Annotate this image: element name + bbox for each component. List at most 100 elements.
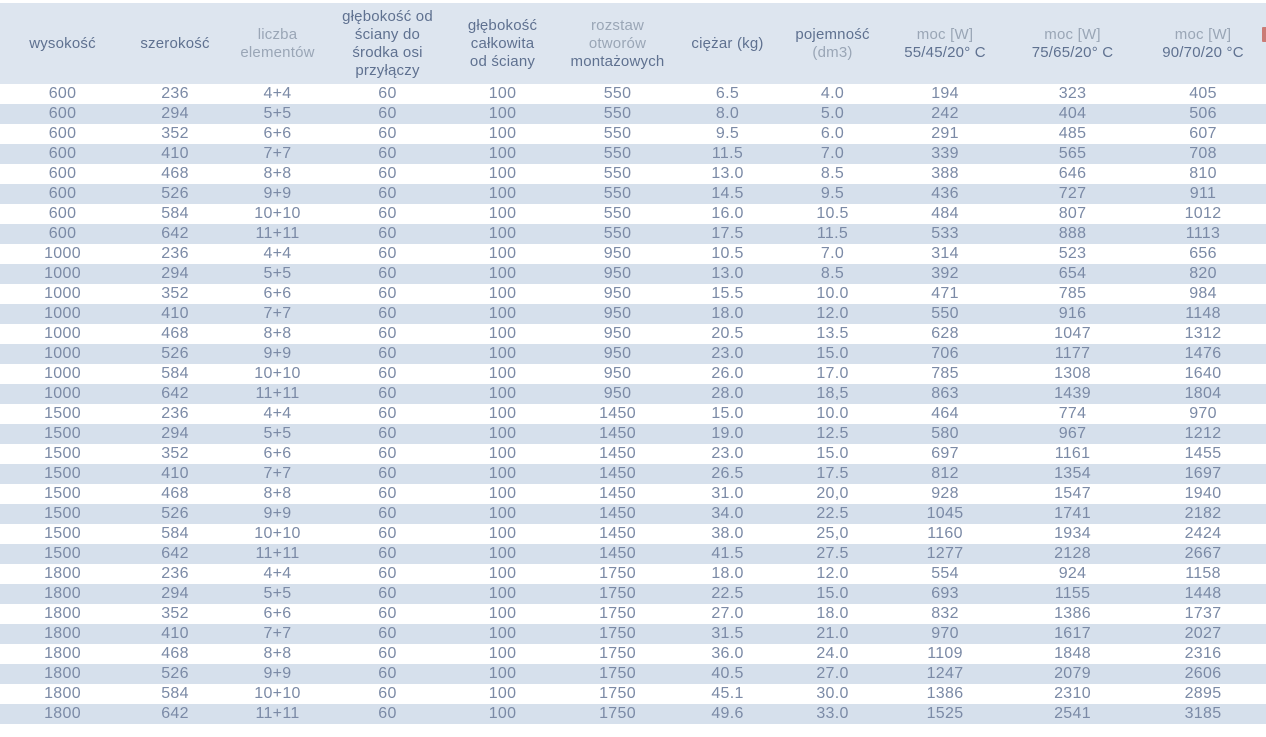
cell-ciezar: 22.5 bbox=[711, 585, 744, 602]
cell-wysokosc: 600 bbox=[48, 225, 77, 242]
cell-moc-75-65-20: 1386 bbox=[1054, 605, 1091, 622]
cell-pojemnosc: 5.0 bbox=[820, 105, 845, 122]
cell-liczba-elementow: 9+9 bbox=[263, 185, 292, 202]
cell-moc-75-65-20: 2128 bbox=[1054, 545, 1091, 562]
cell-pojemnosc: 4.0 bbox=[820, 85, 845, 102]
cell-wysokosc: 1800 bbox=[44, 645, 81, 662]
cell-moc-75-65-20: 1741 bbox=[1054, 505, 1091, 522]
cell-rozstaw-otworow: 550 bbox=[603, 145, 632, 162]
cell-liczba-elementow: 5+5 bbox=[263, 425, 292, 442]
cell-szerokosc: 584 bbox=[161, 205, 189, 222]
table-row: 1500 526 9+9 60 100 1450 34.0 22.5 1045 1741 2182 bbox=[0, 504, 1266, 524]
cell-glebokosc-calkowita: 100 bbox=[488, 605, 517, 622]
cell-pojemnosc: 7.0 bbox=[820, 145, 845, 162]
cell-ciezar: 10.5 bbox=[711, 245, 744, 262]
cell-moc-90-70-20: 970 bbox=[1189, 405, 1217, 422]
table-row: 1000 526 9+9 60 100 950 23.0 15.0 706 1177 1476 bbox=[0, 344, 1266, 364]
cell-liczba-elementow: 10+10 bbox=[254, 365, 301, 382]
table-row: 1000 642 11+11 60 100 950 28.0 18,5 863 1439 1804 bbox=[0, 384, 1266, 404]
cell-liczba-elementow: 6+6 bbox=[263, 125, 292, 142]
cell-pojemnosc: 21.0 bbox=[816, 625, 849, 642]
cell-ciezar: 13.0 bbox=[711, 265, 744, 282]
table-row: 1800 410 7+7 60 100 1750 31.5 21.0 970 1617 2027 bbox=[0, 624, 1266, 644]
cell-moc-90-70-20: 656 bbox=[1189, 245, 1217, 262]
cell-moc-55-45-20: 580 bbox=[931, 425, 959, 442]
cell-pojemnosc: 12.0 bbox=[816, 305, 849, 322]
cell-moc-55-45-20: 1109 bbox=[927, 645, 963, 662]
table-row: 1800 294 5+5 60 100 1750 22.5 15.0 693 1155 1448 bbox=[0, 584, 1266, 604]
cell-moc-75-65-20: 323 bbox=[1058, 85, 1087, 102]
cell-liczba-elementow: 9+9 bbox=[263, 345, 292, 362]
cell-glebokosc-calkowita: 100 bbox=[488, 425, 517, 442]
cell-glebokosc-przylaczy: 60 bbox=[378, 205, 397, 222]
cell-glebokosc-przylaczy: 60 bbox=[378, 565, 397, 582]
cell-glebokosc-przylaczy: 60 bbox=[378, 305, 397, 322]
cell-moc-75-65-20: 1934 bbox=[1054, 525, 1091, 542]
cell-wysokosc: 600 bbox=[48, 85, 77, 102]
column-header-ciezar: ciężar (kg) bbox=[675, 0, 780, 84]
cell-wysokosc: 1500 bbox=[44, 445, 81, 462]
cell-rozstaw-otworow: 950 bbox=[603, 325, 632, 342]
cell-ciezar: 45.1 bbox=[711, 685, 744, 702]
cell-moc-55-45-20: 706 bbox=[931, 345, 959, 362]
table-row: 1800 352 6+6 60 100 1750 27.0 18.0 832 1386 1737 bbox=[0, 604, 1266, 624]
cell-wysokosc: 1800 bbox=[44, 685, 81, 702]
cell-glebokosc-calkowita: 100 bbox=[488, 645, 517, 662]
column-header-szerokosc: szerokość bbox=[125, 0, 225, 84]
cell-glebokosc-calkowita: 100 bbox=[488, 365, 517, 382]
cell-moc-55-45-20: 242 bbox=[931, 105, 959, 122]
cell-szerokosc: 294 bbox=[161, 425, 189, 442]
cell-moc-90-70-20: 1148 bbox=[1185, 305, 1221, 322]
cell-pojemnosc: 15.0 bbox=[816, 445, 849, 462]
cell-pojemnosc: 24.0 bbox=[816, 645, 849, 662]
cell-rozstaw-otworow: 550 bbox=[603, 185, 632, 202]
cell-moc-90-70-20: 506 bbox=[1189, 105, 1217, 122]
cell-wysokosc: 1500 bbox=[44, 425, 81, 442]
cell-wysokosc: 1800 bbox=[44, 625, 81, 642]
column-header-line: ściany do bbox=[354, 25, 421, 43]
column-header-line: szerokość bbox=[140, 34, 210, 52]
cell-ciezar: 17.5 bbox=[711, 225, 744, 242]
cell-glebokosc-przylaczy: 60 bbox=[378, 125, 397, 142]
cell-pojemnosc: 8.5 bbox=[820, 265, 845, 282]
cell-szerokosc: 526 bbox=[161, 185, 189, 202]
cell-wysokosc: 1000 bbox=[44, 325, 81, 342]
cell-pojemnosc: 17.5 bbox=[816, 465, 849, 482]
cell-ciezar: 19.0 bbox=[711, 425, 744, 442]
table-body: 600 236 4+4 60 100 550 6.5 4.0 194 323 405 600 294 5+… bbox=[0, 84, 1266, 724]
cell-rozstaw-otworow: 1450 bbox=[599, 465, 636, 482]
cell-ciezar: 36.0 bbox=[711, 645, 744, 662]
cell-ciezar: 9.5 bbox=[715, 125, 740, 142]
cell-moc-90-70-20: 708 bbox=[1189, 145, 1217, 162]
cell-pojemnosc: 7.0 bbox=[820, 245, 845, 262]
cell-glebokosc-calkowita: 100 bbox=[488, 445, 517, 462]
cell-pojemnosc: 12.0 bbox=[816, 565, 849, 582]
table-row: 600 642 11+11 60 100 550 17.5 11.5 533 888 1113 bbox=[0, 224, 1266, 244]
cell-liczba-elementow: 10+10 bbox=[254, 525, 301, 542]
cell-moc-75-65-20: 727 bbox=[1058, 185, 1087, 202]
cell-szerokosc: 410 bbox=[161, 145, 189, 162]
cell-moc-75-65-20: 2079 bbox=[1054, 665, 1091, 682]
cell-pojemnosc: 11.5 bbox=[816, 225, 849, 242]
cell-moc-55-45-20: 863 bbox=[931, 385, 959, 402]
cell-glebokosc-calkowita: 100 bbox=[488, 585, 517, 602]
cell-pojemnosc: 20,0 bbox=[816, 485, 849, 502]
cell-glebokosc-przylaczy: 60 bbox=[378, 105, 397, 122]
cell-rozstaw-otworow: 1450 bbox=[599, 405, 636, 422]
cell-wysokosc: 600 bbox=[48, 165, 77, 182]
cell-moc-90-70-20: 911 bbox=[1189, 185, 1217, 202]
table-row: 1000 410 7+7 60 100 950 18.0 12.0 550 916 1148 bbox=[0, 304, 1266, 324]
table-row: 1800 642 11+11 60 100 1750 49.6 33.0 1525 2541 318… bbox=[0, 704, 1266, 724]
cell-liczba-elementow: 11+11 bbox=[255, 385, 300, 402]
column-header-glebokosc-calkowita: głębokość całkowita od ściany bbox=[445, 0, 560, 84]
cell-wysokosc: 1800 bbox=[44, 705, 81, 722]
cell-wysokosc: 1000 bbox=[44, 285, 81, 302]
cell-liczba-elementow: 7+7 bbox=[263, 465, 292, 482]
cell-glebokosc-przylaczy: 60 bbox=[378, 705, 397, 722]
cell-glebokosc-calkowita: 100 bbox=[488, 225, 517, 242]
cell-moc-75-65-20: 646 bbox=[1058, 165, 1087, 182]
cell-szerokosc: 642 bbox=[161, 225, 189, 242]
cell-moc-55-45-20: 970 bbox=[931, 625, 959, 642]
cell-moc-75-65-20: 807 bbox=[1058, 205, 1087, 222]
